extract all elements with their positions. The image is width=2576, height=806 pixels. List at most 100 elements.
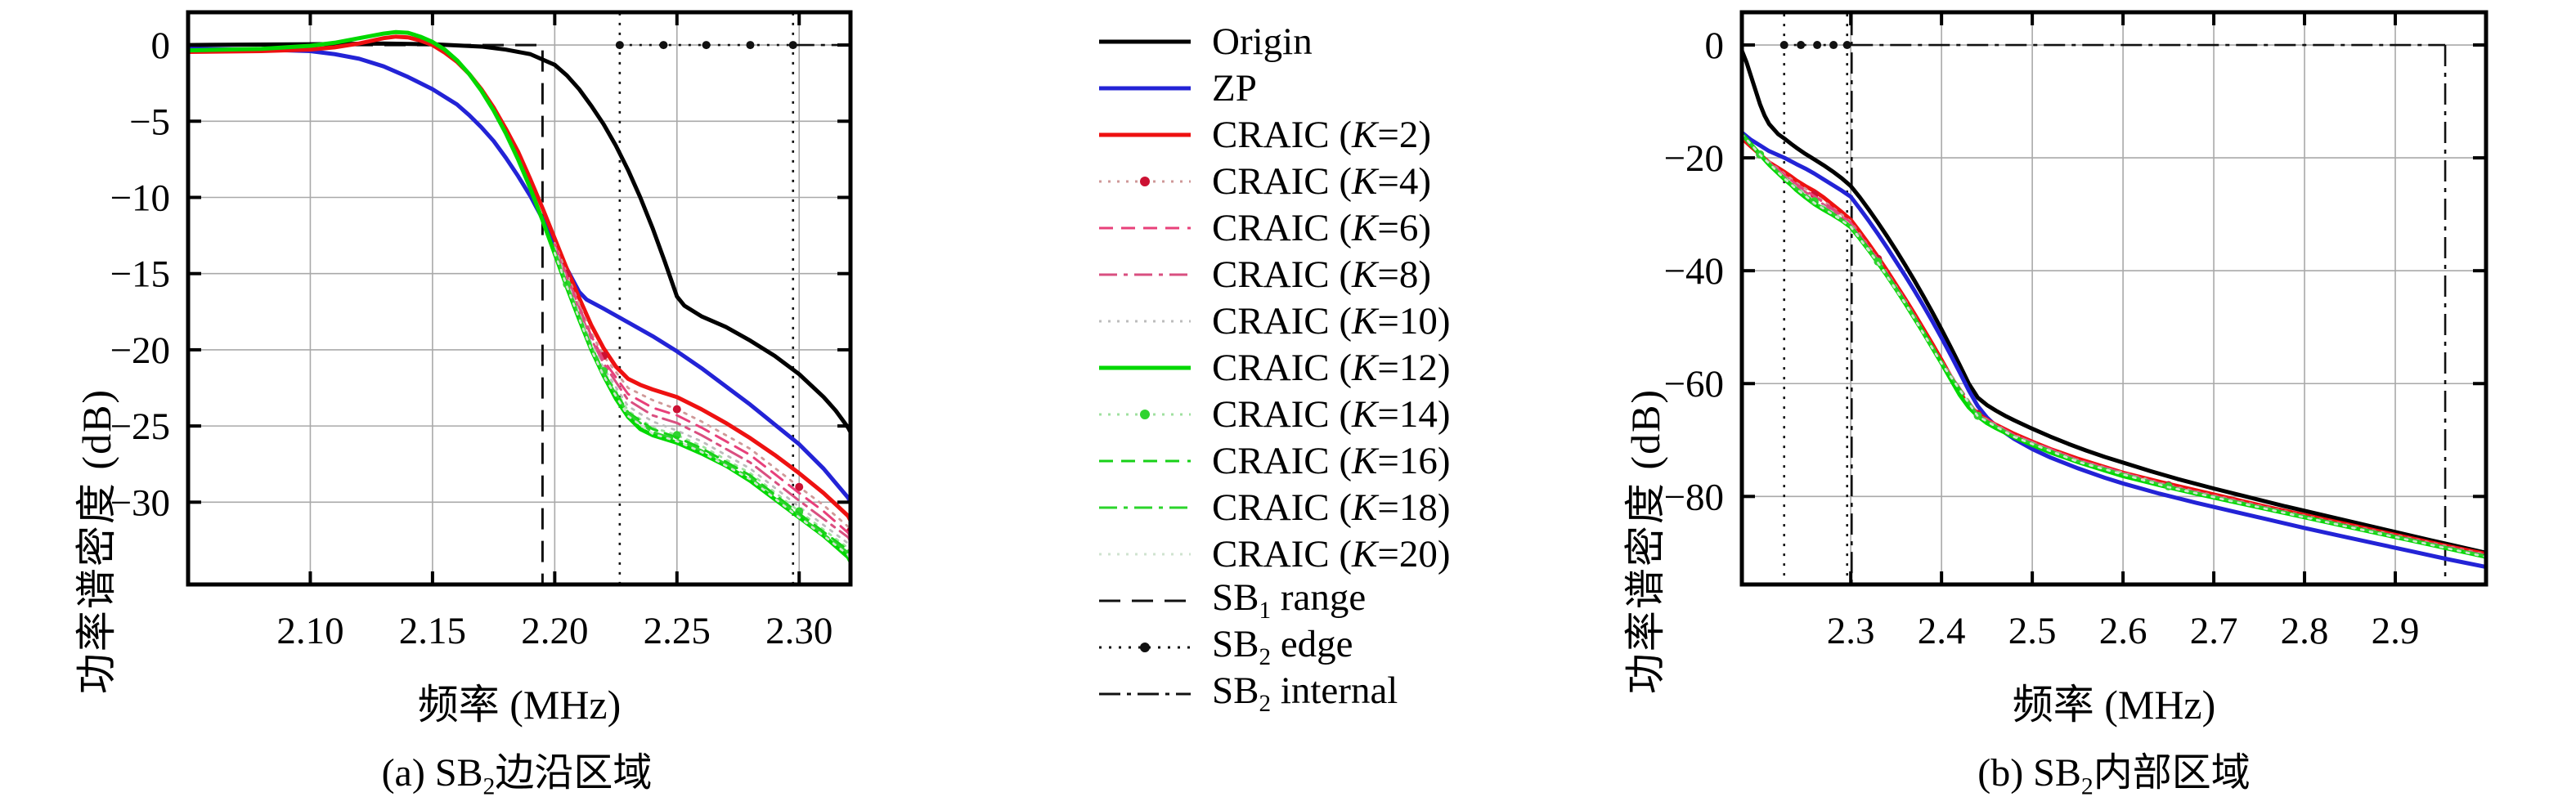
legend-label: ZP [1212,66,1257,110]
legend-item-craic-k-14: CRAIC (K=14) [1096,391,1451,437]
y-tick-label: 0 [1705,25,1725,67]
series-origin [188,41,850,435]
refline-sb2-edge-top [1779,41,1851,50]
series-craic-k-8 [553,244,850,544]
legend-label: CRAIC (K=18) [1212,486,1451,529]
line-style-icon [1099,365,1191,369]
x-tick-label: 2.30 [765,610,832,652]
y-tick-label: −60 [1663,363,1724,405]
legend-item-craic-k-12: CRAIC (K=12) [1096,344,1451,391]
line-style-icon [1099,553,1191,555]
line-style-icon [1099,599,1191,602]
line-style-icon [1099,176,1191,186]
legend-item-craic-k-2: CRAIC (K=2) [1096,111,1451,158]
legend-item-craic-k-10: CRAIC (K=10) [1096,298,1451,344]
y-axis-label-right: 功率谱密度 (dB) [1622,387,1668,695]
line-style-icon [1099,226,1191,229]
series-zp [188,47,850,504]
series-craic-k-10 [553,246,850,549]
series-zp [1742,130,2486,570]
series-craic-k-18 [1742,132,2486,557]
series-craic-k-20 [553,252,850,561]
line-style-icon [1099,273,1191,275]
line-style-icon [1099,692,1191,695]
series-craic-k-2 [188,34,850,523]
legend: Origin ZP CRAIC (K=2) CRAIC (K=4) CRAIC (K=6… [1096,18,1451,718]
y-tick-label: −25 [110,405,170,448]
caption-subfigure-b: (b) SB2内部区域 [1977,751,2251,800]
tick-marks [1742,12,2486,584]
psd-internal-chart: 2.3 2.4 2.5 2.6 2.7 2.8 2.9 0 −20 −40 −60 −80 [1663,10,2488,652]
line-style-icon [1099,506,1191,508]
series-craic-k-4 [553,242,850,535]
legend-item-sb2-internal: SB2 internal [1096,669,1451,718]
tick-labels: 2.10 2.15 2.20 2.25 2.30 0 −5 −10 −15 −20 −25 −30 [110,25,832,652]
x-tick-label: 2.7 [2190,610,2238,652]
series-origin [1742,48,2486,555]
tick-labels: 2.3 2.4 2.5 2.6 2.7 2.8 2.9 0 −20 −40 −60 −80 [1663,25,2419,652]
legend-label: CRAIC (K=10) [1212,299,1451,343]
legend-item-sb1-range: SB1 range [1096,576,1451,625]
series-craic-k-14 [553,249,850,557]
legend-item-craic-k-4: CRAIC (K=4) [1096,158,1451,204]
line-style-icon [1099,320,1191,322]
legend-label: CRAIC (K=12) [1212,346,1451,389]
y-tick-label: −20 [110,329,170,372]
grid [188,12,850,584]
x-axis-label-right: 频率 (MHz) [2012,682,2216,728]
legend-label: SB2 internal [1212,669,1398,718]
legend-label: CRAIC (K=2) [1212,113,1432,156]
legend-label: SB2 edge [1212,623,1353,671]
refline-sb2-edge-top [615,41,797,50]
x-tick-label: 2.5 [2008,610,2057,652]
grid [1742,12,2486,584]
legend-label: CRAIC (K=8) [1212,253,1432,296]
x-tick-label: 2.20 [521,610,588,652]
y-tick-label: −15 [110,253,170,296]
x-tick-label: 2.15 [399,610,466,652]
y-tick-label: −10 [110,177,170,219]
y-tick-label: −30 [110,481,170,524]
line-style-icon [1099,39,1191,43]
legend-item-sb2-edge: SB2 edge [1096,623,1451,671]
legend-item-craic-k-20: CRAIC (K=20) [1096,531,1451,577]
psd-edge-chart: 2.10 2.15 2.20 2.25 2.30 0 −5 −10 −15 −20 −25 −30 [110,10,853,652]
y-axis-label-left: 功率谱密度 (dB) [74,387,119,695]
x-tick-label: 2.9 [2372,610,2420,652]
line-style-icon [1099,86,1191,90]
legend-label: CRAIC (K=4) [1212,159,1432,203]
line-style-icon [1099,409,1191,419]
series-craic-k-16 [553,249,850,557]
y-tick-label: −20 [1663,137,1724,180]
caption-subfigure-a: (a) SB2边沿区域 [381,751,653,800]
legend-item-origin: Origin [1096,18,1451,65]
legend-label: CRAIC (K=20) [1212,532,1451,575]
x-tick-label: 2.6 [2099,610,2147,652]
legend-label: SB1 range [1212,576,1367,625]
series-craic-k-12 [188,29,850,564]
tick-marks [188,12,850,584]
legend-label: CRAIC (K=14) [1212,392,1451,436]
legend-item-craic-k-18: CRAIC (K=18) [1096,484,1451,531]
y-tick-label: 0 [151,25,171,67]
legend-label: Origin [1212,20,1313,63]
legend-item-craic-k-8: CRAIC (K=8) [1096,251,1451,298]
line-style-icon [1099,132,1191,137]
line-style-icon [1099,642,1191,652]
x-tick-label: 2.10 [276,610,343,652]
y-tick-label: −80 [1663,476,1724,518]
legend-item-craic-k-6: CRAIC (K=6) [1096,204,1451,251]
legend-label: CRAIC (K=16) [1212,439,1451,482]
legend-label: CRAIC (K=6) [1212,206,1432,249]
line-style-icon [1099,459,1191,462]
x-tick-label: 2.4 [1918,610,1966,652]
series-craic-k-18 [553,251,850,558]
x-tick-label: 2.3 [1827,610,1875,652]
y-tick-label: −40 [1663,250,1724,293]
x-tick-label: 2.8 [2281,610,2329,652]
y-tick-label: −5 [129,101,170,143]
plot-frame [1739,10,2488,587]
legend-item-craic-k-16: CRAIC (K=16) [1096,437,1451,484]
x-tick-label: 2.25 [644,610,711,652]
